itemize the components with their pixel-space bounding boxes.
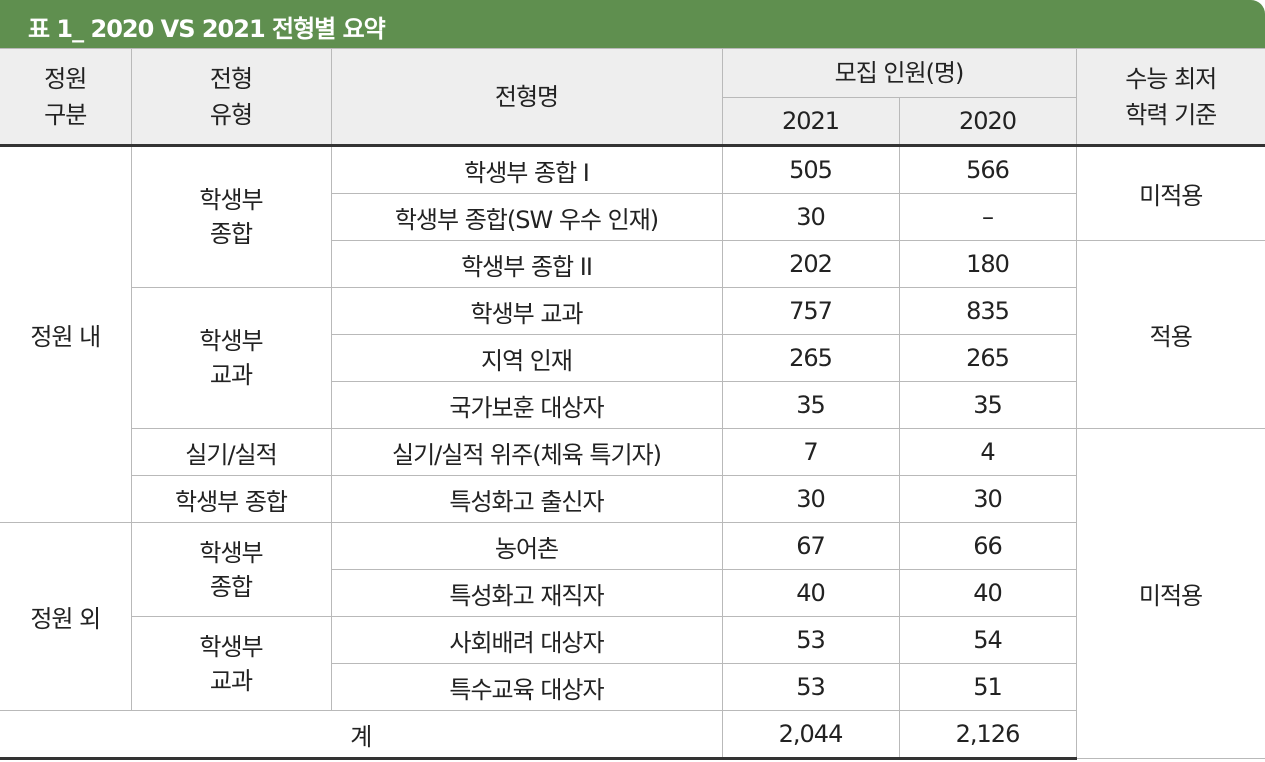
header-year-2021: 2021: [722, 97, 900, 147]
header-csat-line2: 학력 기준: [1125, 100, 1217, 129]
header-quota-line2: 구분: [44, 100, 87, 129]
row-2020: 54: [898, 616, 1077, 664]
total-label: 계: [0, 710, 723, 760]
row-2021: 53: [721, 616, 900, 664]
row-name: 실기/실적 위주(체육 특기자): [330, 428, 723, 476]
row-2021: 30: [721, 475, 900, 523]
row-2020: 180: [898, 240, 1077, 288]
type-comprehensive-line1: 학생부: [199, 186, 263, 214]
total-2020: 2,126: [898, 710, 1077, 760]
row-2021: 202: [721, 240, 900, 288]
header-name: 전형명: [330, 48, 723, 146]
csat-applied: 적용: [1075, 240, 1265, 429]
row-2021: 757: [721, 287, 900, 335]
type-comprehensive: 학생부 종합: [130, 145, 332, 288]
row-name: 국가보훈 대상자: [331, 381, 723, 429]
row-2021: 40: [721, 569, 900, 617]
header-quota-line1: 정원: [44, 64, 87, 93]
type-comprehensive-outside: 학생부 종합: [130, 522, 332, 617]
type-practical: 실기/실적: [131, 428, 332, 476]
type-subject-line1: 학생부: [199, 327, 263, 355]
csat-not-applied: 미적용: [1075, 428, 1265, 759]
header-type: 전형 유형: [130, 48, 332, 146]
header-quota: 정원 구분: [0, 48, 132, 146]
row-2020: 30: [898, 475, 1077, 523]
header-type-line2: 유형: [209, 100, 253, 129]
row-2021: 53: [721, 663, 900, 711]
type-comprehensive-single: 학생부 종합: [131, 475, 332, 523]
title-tab: [0, 0, 1265, 48]
row-name: 학생부 종합 I: [330, 145, 723, 194]
row-2020: 51: [898, 663, 1077, 711]
table-title-bar: 표 1_ 2020 VS 2021 전형별 요약: [0, 0, 1265, 48]
row-2020: 4: [898, 428, 1077, 476]
type-comprehensive-outside-line1: 학생부: [199, 538, 263, 567]
row-name: 사회배려 대상자: [330, 616, 723, 664]
row-2020: 835: [898, 287, 1077, 335]
row-2021: 67: [721, 522, 900, 570]
csat-not-applied: 미적용: [1075, 145, 1265, 241]
row-name: 특수교육 대상자: [331, 663, 723, 711]
admission-summary-table: 정원 구분 전형 유형 전형명 모집 인원(명) 수능 최저 학력 기준 202…: [0, 48, 1265, 760]
header-type-line1: 전형: [209, 64, 253, 93]
row-2021: 35: [721, 381, 900, 429]
row-name: 학생부 교과: [330, 287, 723, 335]
row-2020: 566: [898, 145, 1077, 194]
row-2020: 265: [898, 334, 1077, 382]
row-name: 지역 인재: [331, 334, 723, 382]
type-comprehensive-outside-line2: 종합: [209, 572, 253, 601]
row-2021: 505: [721, 145, 900, 194]
row-2020: 40: [898, 569, 1077, 617]
row-name: 학생부 종합 II: [331, 240, 723, 288]
header-year-2020: 2020: [898, 97, 1077, 147]
type-subject-outside-line2: 교과: [209, 666, 253, 695]
row-2021: 30: [721, 193, 900, 241]
type-comprehensive-line2: 종합: [209, 220, 253, 248]
type-subject-outside-line1: 학생부: [199, 632, 263, 661]
row-2020: –: [898, 193, 1077, 241]
row-name: 학생부 종합(SW 우수 인재): [331, 193, 723, 241]
type-subject-outside: 학생부 교과: [131, 616, 332, 711]
row-2021: 7: [721, 428, 900, 476]
row-name: 특성화고 출신자: [330, 475, 723, 523]
group-inside: 정원 내: [0, 145, 132, 523]
row-2020: 35: [898, 381, 1077, 429]
row-name: 농어촌: [330, 522, 723, 570]
header-recruit: 모집 인원(명): [721, 48, 1077, 98]
header-csat: 수능 최저 학력 기준: [1075, 48, 1265, 146]
group-outside: 정원 외: [0, 522, 132, 711]
row-name: 특성화고 재직자: [331, 569, 723, 617]
type-subject: 학생부 교과: [131, 287, 332, 429]
table-title: 표 1_ 2020 VS 2021 전형별 요약: [28, 15, 386, 43]
total-2021: 2,044: [721, 710, 900, 760]
type-subject-line2: 교과: [209, 361, 253, 389]
header-csat-line1: 수능 최저: [1125, 64, 1217, 93]
row-2021: 265: [721, 334, 900, 382]
row-2020: 66: [898, 522, 1077, 570]
